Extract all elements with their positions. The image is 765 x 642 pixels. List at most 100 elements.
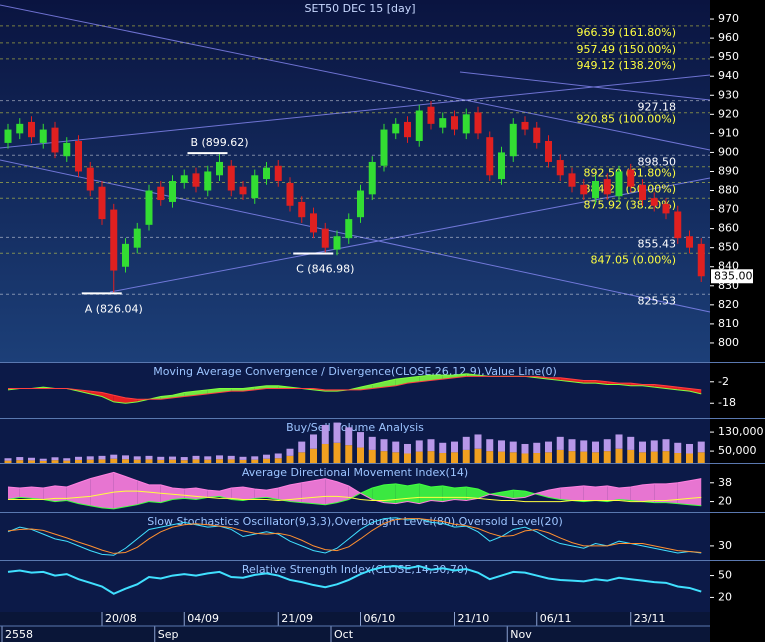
- volume-bar: [321, 443, 329, 463]
- candle-body: [498, 152, 505, 180]
- period-label: 2558: [5, 628, 33, 641]
- volume-bar: [404, 453, 411, 463]
- band-fill: [560, 486, 572, 501]
- candle-body: [556, 160, 564, 176]
- panel-title: Average Directional Movement Index(14): [242, 466, 468, 479]
- volume-bar: [427, 451, 435, 463]
- band-fill: [666, 482, 678, 504]
- band-fill: [113, 472, 126, 509]
- volume-bar: [486, 451, 494, 463]
- volume-bar: [286, 455, 294, 463]
- candle-body: [274, 165, 282, 181]
- candle-body: [451, 116, 458, 130]
- volume-bar: [686, 453, 693, 463]
- band-fill: [243, 486, 255, 501]
- volume-bar: [650, 440, 658, 452]
- band-fill: [489, 492, 502, 497]
- y-tick-label: 880: [718, 184, 739, 197]
- trend-lines: [0, 4, 711, 313]
- candle-body: [321, 228, 329, 248]
- volume-bar: [415, 451, 423, 463]
- volume-bar: [392, 441, 400, 453]
- band-fill: [583, 380, 596, 384]
- volume-bar: [545, 452, 552, 463]
- volume-bar: [216, 459, 223, 463]
- x-tick-label: 21/09: [281, 612, 313, 625]
- volume-bar: [86, 459, 94, 463]
- candle-body: [509, 123, 517, 157]
- band-fill: [231, 388, 243, 392]
- x-tick-label: 04/09: [187, 612, 219, 625]
- band-fill: [384, 379, 396, 388]
- candle-body: [86, 167, 94, 191]
- volume-bar: [286, 448, 294, 456]
- candle-body: [98, 186, 106, 220]
- volume-bar: [169, 456, 176, 460]
- band-fill: [55, 485, 67, 502]
- volume-bar: [239, 459, 247, 463]
- candle-body: [357, 190, 364, 218]
- volume-bar: [697, 441, 705, 453]
- y-tick-label: -18: [718, 396, 736, 409]
- volume-bar: [4, 458, 12, 461]
- volume-bar: [545, 441, 552, 453]
- volume-bar: [157, 459, 165, 463]
- candle-body: [180, 175, 188, 183]
- volume-bar: [110, 458, 118, 463]
- band-fill: [184, 488, 196, 500]
- y-tick-label: 850: [718, 241, 739, 254]
- band-fill: [478, 489, 490, 499]
- candle-body: [51, 127, 59, 153]
- candle-body: [639, 184, 646, 201]
- band-fill: [278, 484, 290, 502]
- y-tick-label: 20: [718, 590, 732, 603]
- y-tick-label: 800: [718, 336, 739, 349]
- volume-bar: [521, 443, 529, 454]
- volume-bar: [145, 455, 153, 460]
- volume-bar: [615, 434, 623, 449]
- candle-body: [662, 203, 670, 214]
- candle-body: [227, 165, 235, 191]
- band-fill: [102, 472, 114, 509]
- band-fill: [630, 484, 643, 502]
- level-label: 898.50: [638, 155, 677, 168]
- indicator-line: [7, 483, 702, 510]
- x-tick-label: 23/11: [634, 612, 666, 625]
- volume-bar: [392, 452, 400, 463]
- volume-bar: [98, 455, 106, 460]
- x-tick-label: 21/10: [458, 612, 490, 625]
- band-fill: [419, 483, 431, 504]
- volume-bar: [556, 436, 564, 450]
- band-fill: [290, 482, 302, 503]
- volume-bar: [580, 440, 588, 452]
- y-tick-label: 38: [718, 476, 732, 489]
- band-fill: [642, 483, 655, 503]
- candle-body: [204, 171, 212, 191]
- volume-bar: [639, 452, 646, 463]
- y-tick-label: 130,000: [718, 425, 764, 438]
- indicator-line: [7, 373, 702, 404]
- volume-bar: [451, 452, 458, 463]
- band-fill: [301, 480, 314, 504]
- volume-bar: [486, 439, 494, 452]
- band-fill: [231, 486, 243, 501]
- volume-bar: [122, 455, 129, 460]
- volume-bar: [86, 456, 94, 460]
- volume-bar: [357, 432, 364, 448]
- volume-bar: [145, 459, 153, 463]
- candle-body: [603, 179, 611, 195]
- volume-bar: [498, 440, 505, 452]
- candle-body: [28, 121, 35, 138]
- y-tick-label: 860: [718, 222, 739, 235]
- volume-bar: [345, 445, 353, 463]
- y-tick-label: 900: [718, 145, 739, 158]
- volume-bar: [580, 451, 588, 463]
- volume-bar: [122, 459, 129, 463]
- volume-bar: [345, 427, 353, 446]
- volume-bar: [439, 442, 447, 454]
- point-label: C (846.98): [296, 262, 354, 275]
- candle-body: [650, 198, 658, 206]
- level-label: 920.85 (100.00%): [576, 113, 676, 126]
- candle-body: [674, 211, 682, 239]
- band-fill: [266, 385, 279, 389]
